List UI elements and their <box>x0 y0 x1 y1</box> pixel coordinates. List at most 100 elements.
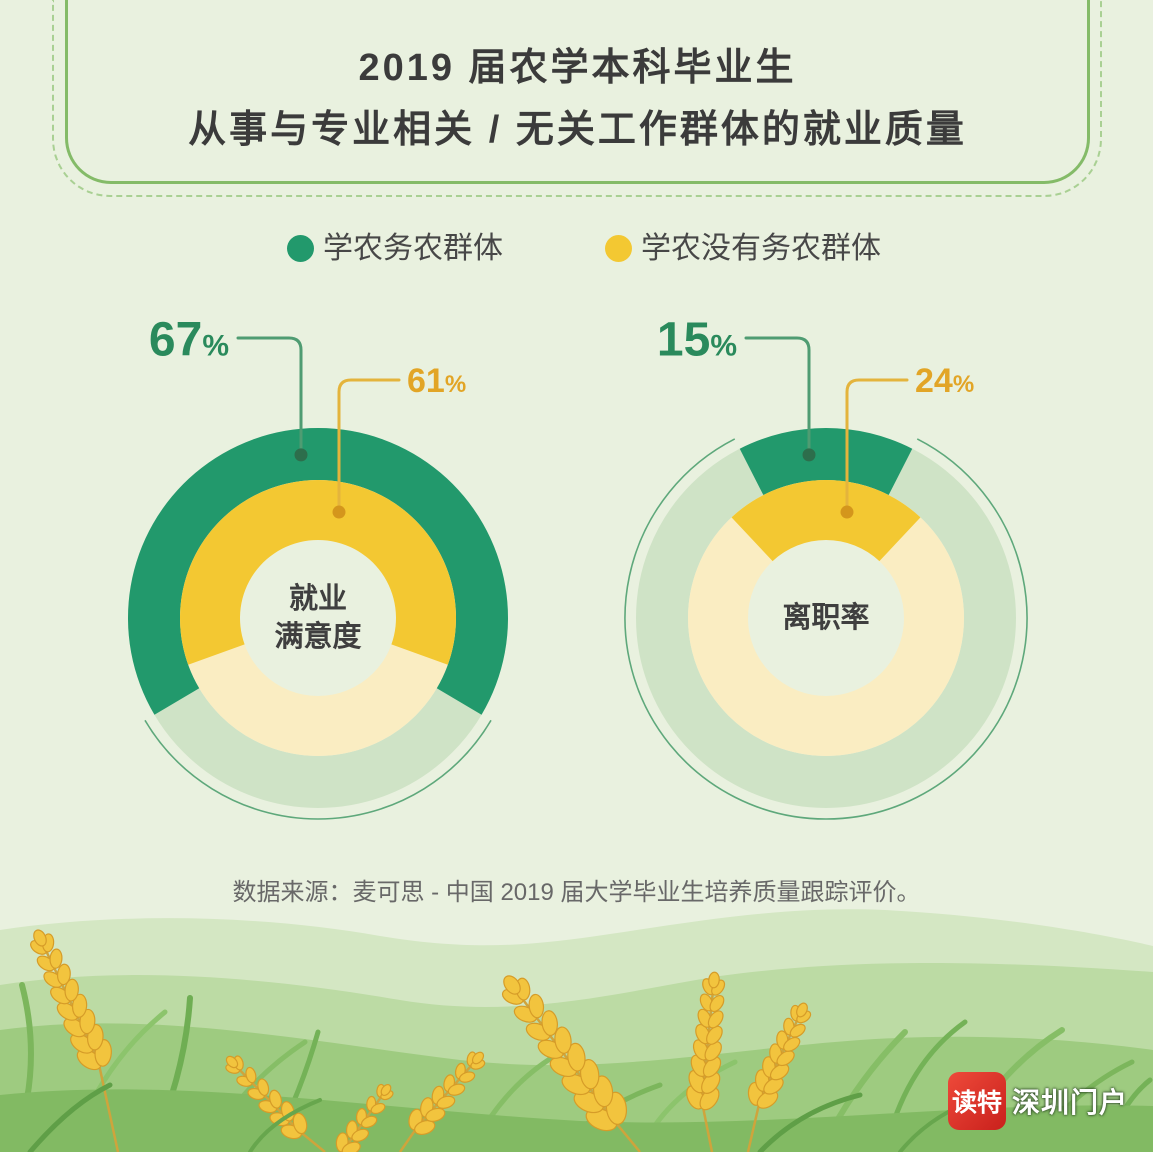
chart-center-label-turnover: 离职率 <box>736 558 916 678</box>
category-label: 离职率 <box>782 602 870 634</box>
wheat-grain <box>56 963 71 986</box>
wheat-grain <box>33 929 47 947</box>
value-label: 67% <box>149 313 229 366</box>
wheat-grain <box>579 1058 600 1090</box>
wheat-grain <box>541 1010 558 1037</box>
brand-logo: 读特 深圳门户 <box>948 1072 1128 1130</box>
leader-line <box>744 336 811 457</box>
wheat-grain <box>554 1026 572 1054</box>
wheat-grain <box>447 1083 466 1096</box>
legend-swatch-yellow <box>605 235 632 262</box>
wheat-grain <box>292 1112 308 1135</box>
ring-segment <box>180 479 457 665</box>
page-title: 2019 届农学本科毕业生 从事与专业相关 / 无关工作群体的就业质量 <box>65 37 1090 161</box>
wheat-grain <box>64 978 79 1002</box>
wheat-grain <box>436 1095 456 1109</box>
title-line-1: 2019 届农学本科毕业生 <box>358 47 797 89</box>
leader-line <box>337 378 401 514</box>
wheat-grain <box>225 1055 239 1069</box>
wheat-grain <box>592 1075 614 1108</box>
value-unit: % <box>445 371 466 398</box>
wheat-ear <box>501 975 641 1152</box>
wheat-grain <box>783 1036 801 1052</box>
value-unit: % <box>710 329 737 362</box>
wheat-ear <box>30 929 120 1152</box>
category-label: 就业 满意度 <box>274 583 362 653</box>
leader-line <box>845 378 909 514</box>
grass-blade <box>757 1092 863 1152</box>
wheat-grain <box>380 1083 392 1097</box>
wheat-grain <box>702 1056 722 1078</box>
wheat-grain <box>769 1063 790 1081</box>
leader-dot <box>802 448 816 462</box>
wheat-grain <box>425 1107 446 1122</box>
leader-dot <box>332 505 346 519</box>
value-number: 61 <box>407 362 445 400</box>
legend-swatch-green <box>287 235 314 262</box>
chart-center-label-satisfaction: 就业 满意度 <box>228 558 408 678</box>
wheat-ear <box>225 1055 326 1152</box>
leader-dot <box>294 448 308 462</box>
wheat-grain <box>701 1071 721 1094</box>
wheat-grain <box>706 1025 723 1045</box>
value-number: 24 <box>915 362 953 400</box>
wheat-grain <box>789 1023 806 1038</box>
wheat-ear <box>746 1002 812 1152</box>
wheat-grain <box>471 1051 485 1065</box>
source-note: 数据来源：麦可思 - 中国 2019 届大学毕业生培养质量跟踪评价。 <box>232 879 921 906</box>
grass-blade <box>27 1082 113 1152</box>
title-frame <box>65 0 1090 184</box>
wheat-field <box>30 929 812 1152</box>
outline-arc <box>624 438 1028 820</box>
wheat-grain <box>351 1128 370 1142</box>
wheat-grain <box>709 994 725 1013</box>
wheat-grain <box>49 948 63 969</box>
wheat-grain <box>245 1066 257 1084</box>
wheat-grain <box>776 1050 795 1067</box>
legend-label: 学农没有务农群体 <box>641 232 881 265</box>
value-unit: % <box>953 371 974 398</box>
donut-charts: 67%61%15%24% <box>128 313 1028 820</box>
wheat-grain <box>796 1002 808 1018</box>
wheat-grain <box>707 1010 724 1029</box>
wheat-grain <box>503 975 521 995</box>
donut-chart-1: 67% 61% <box>128 313 509 820</box>
legend-label: 学农务农群体 <box>323 232 503 265</box>
wheat-ear <box>335 1083 394 1152</box>
wheat-grain <box>567 1042 586 1072</box>
title-line-2: 从事与专业相关 / 无关工作群体的就业质量 <box>188 109 967 151</box>
donut-chart-2: 15% 24% <box>624 313 1028 820</box>
legend-item-not-farming: 学农没有务农群体 <box>605 230 881 267</box>
wheat-grain <box>414 1119 436 1136</box>
value-unit: % <box>202 329 229 362</box>
wheat-ear <box>686 971 726 1152</box>
value-label: 15% <box>657 313 737 366</box>
wheat-grain <box>370 1102 386 1115</box>
value-label: 61% <box>407 362 466 400</box>
wheat-grain <box>528 993 545 1019</box>
wheat-grain <box>704 1041 722 1062</box>
grass-blade <box>248 1098 322 1152</box>
wheat-grain <box>458 1071 476 1083</box>
wheat-grain <box>257 1078 270 1097</box>
wheat-grain <box>708 971 720 989</box>
ring-segment <box>739 428 913 496</box>
wheat-grain <box>71 993 88 1018</box>
wheat-grain <box>756 1090 779 1109</box>
legend-item-farming: 学农务农群体 <box>287 230 503 267</box>
ring-segment <box>731 479 921 562</box>
value-label: 24% <box>915 362 974 400</box>
logo-text: 深圳门户 <box>1012 1087 1129 1118</box>
wheat-grain <box>360 1115 378 1129</box>
logo-badge: 读特 <box>948 1072 1006 1130</box>
title-dashed-border <box>52 0 1102 197</box>
leader-line <box>236 336 303 457</box>
wheat-grain <box>269 1089 282 1109</box>
wheat-ear <box>398 1051 486 1152</box>
outline-arc <box>144 719 492 820</box>
wheat-grain <box>763 1076 784 1095</box>
leader-dot <box>840 505 854 519</box>
ring-segment <box>128 428 509 715</box>
